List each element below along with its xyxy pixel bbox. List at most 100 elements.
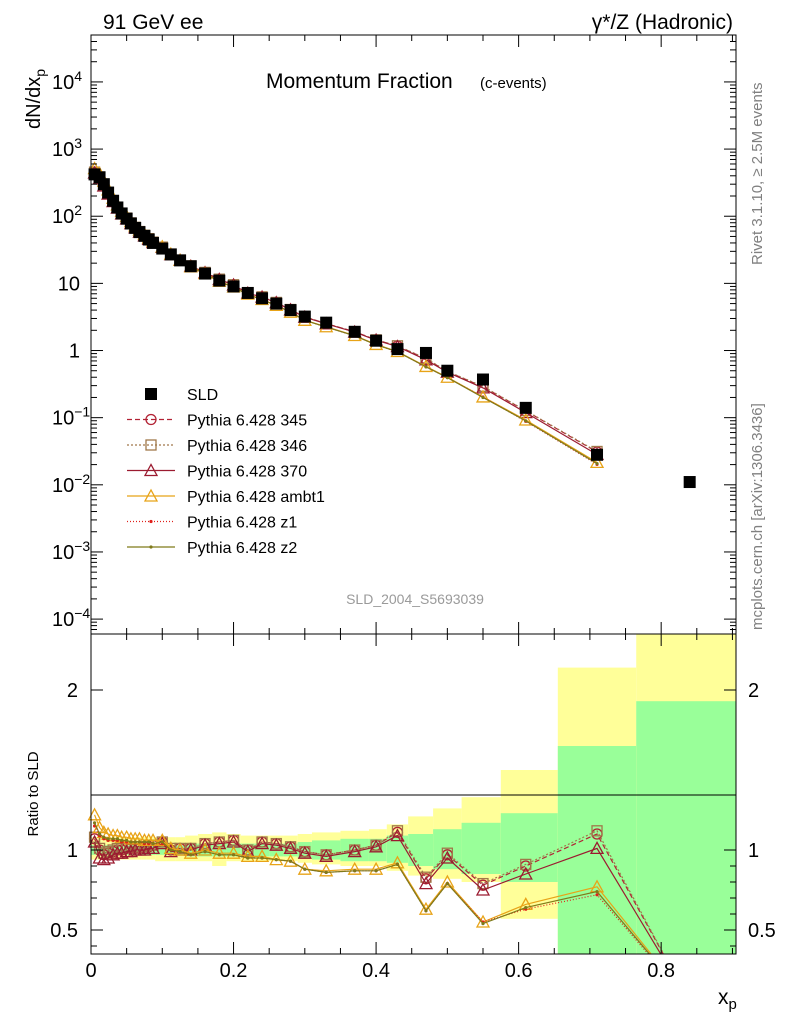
- main-data-point: [174, 254, 187, 267]
- main-y-tick-label: 102: [52, 202, 82, 228]
- ratio-x-tick-label: 0: [85, 960, 96, 982]
- main-series-marker: [445, 376, 449, 380]
- ratio-band-green: [408, 834, 434, 866]
- ratio-series-marker: [254, 836, 270, 850]
- ratio-series-marker: [481, 922, 485, 926]
- main-data-point: [227, 280, 240, 293]
- main-y-tick-label: 10−1: [52, 404, 90, 430]
- legend-marker: [145, 439, 157, 451]
- ratio-series-marker: [347, 861, 362, 875]
- ratio-x-tick-label: 0.8: [647, 960, 675, 982]
- main-data-point: [241, 286, 254, 299]
- main-y-axis: 10−4 10−3 10−2 10−1 1 10 102 103 104: [52, 34, 736, 635]
- ratio-series-marker: [274, 858, 278, 862]
- main-subtitle: (c-events): [480, 75, 547, 92]
- main-data-point: [284, 304, 297, 317]
- ratio-y-tick-label: 2: [67, 680, 78, 702]
- ratio-series-marker: [147, 840, 151, 844]
- ratio-panel: 0.5 0.5 1 1 2 2 0 0.2 0.4 0.6 0.8 Ratio to SLD xp: [25, 633, 776, 1013]
- legend-marker: [143, 488, 159, 502]
- ratio-series-marker: [591, 825, 603, 837]
- ratio-series-marker: [125, 838, 129, 843]
- ratio-series-marker: [212, 845, 227, 859]
- legend-label: SLD: [187, 387, 218, 404]
- main-series-marker: [418, 352, 434, 366]
- main-y-tick-label: 10−2: [52, 471, 90, 497]
- main-title: Momentum Fraction: [266, 70, 453, 93]
- ratio-series-marker: [319, 849, 334, 863]
- ratio-series-marker: [142, 840, 147, 844]
- ratio-series-marker: [297, 845, 312, 859]
- ratio-series-marker: [418, 876, 434, 890]
- ratio-series-marker: [297, 861, 312, 875]
- main-y-tick-label: 10: [58, 273, 80, 295]
- main-series-marker: [424, 365, 428, 369]
- main-data-point: [298, 310, 311, 323]
- legend-label: Pythia 6.428 ambt1: [187, 489, 325, 506]
- ratio-series-marker: [395, 862, 400, 867]
- ratio-y-axis: 0.5 0.5 1 1 2 2: [50, 680, 776, 947]
- legend-label: Pythia 6.428 z2: [187, 540, 297, 557]
- ratio-band-green: [557, 746, 637, 954]
- main-y-tick-label: 103: [52, 135, 82, 161]
- legend-marker: [149, 545, 153, 549]
- ratio-series-marker: [217, 853, 221, 857]
- ratio-series-marker: [111, 837, 115, 841]
- ratio-series-marker: [440, 850, 455, 864]
- ratio-series-marker: [368, 839, 384, 853]
- ratio-series-marker: [288, 859, 293, 863]
- ratio-series-marker: [115, 837, 119, 841]
- ratio-series-marker: [123, 844, 139, 858]
- main-data-point: [213, 274, 226, 287]
- main-data-point: [184, 260, 197, 273]
- ratio-band-green: [636, 701, 736, 954]
- ratio-series-marker: [145, 833, 161, 847]
- legend-label: Pythia 6.428 370: [187, 464, 307, 481]
- main-series-marker: [481, 395, 485, 400]
- ratio-x-axis-label: xp: [718, 986, 737, 1013]
- main-data-point: [476, 373, 489, 386]
- ratio-series-marker: [246, 856, 250, 860]
- main-y-tick-label: 104: [52, 68, 82, 94]
- main-series-marker: [595, 461, 599, 466]
- ratio-series-marker: [260, 856, 264, 860]
- ratio-series-marker: [105, 847, 121, 861]
- ratio-series-marker: [169, 848, 173, 852]
- ratio-x-axis: 0 0.2 0.4 0.6 0.8: [85, 634, 733, 982]
- ratio-series-marker: [231, 853, 236, 857]
- ratio-series-marker: [203, 850, 207, 854]
- ratio-series-marker: [390, 855, 405, 869]
- ratio-series-group: [87, 807, 665, 954]
- legend-marker: [145, 413, 157, 426]
- ratio-series-marker: [445, 882, 449, 886]
- ratio-series-marker: [114, 845, 129, 859]
- header-process-label: γ*/Z (Hadronic): [592, 11, 733, 34]
- main-data-point: [320, 316, 333, 329]
- ratio-series-marker: [212, 836, 227, 850]
- legend-marker: [143, 463, 159, 477]
- ratio-series-marker: [269, 837, 284, 851]
- ratio-series-marker: [155, 833, 170, 847]
- main-data-point: [270, 297, 283, 310]
- ratio-series-marker: [129, 840, 133, 844]
- ratio-series-marker: [226, 845, 241, 859]
- ratio-series-marker: [440, 874, 455, 888]
- main-watermark: SLD_2004_S5693039: [346, 591, 484, 607]
- main-data-point: [199, 267, 212, 280]
- ratio-frame: [90, 633, 737, 955]
- ratio-series-marker: [475, 882, 491, 896]
- legend-label: Pythia 6.428 z1: [187, 515, 297, 532]
- ratio-band-green: [461, 822, 501, 874]
- ratio-x-tick-label: 0.4: [362, 960, 390, 982]
- ratio-series-marker: [189, 853, 193, 857]
- ratio-series-marker: [120, 838, 124, 843]
- legend-label: Pythia 6.428 345: [187, 413, 307, 430]
- main-data-point: [419, 346, 432, 359]
- svg-text:xp: xp: [718, 986, 737, 1013]
- main-panel: 10−4 10−3 10−2 10−1 1 10 102 103 104 Momentum Fr…: [23, 34, 737, 635]
- ratio-series-marker: [595, 890, 599, 894]
- side-mcplots-label: mcplots.cern.ch [arXiv:1306.3436]: [749, 403, 766, 630]
- main-series-marker: [524, 419, 528, 423]
- main-y-tick-label: 1: [69, 341, 80, 363]
